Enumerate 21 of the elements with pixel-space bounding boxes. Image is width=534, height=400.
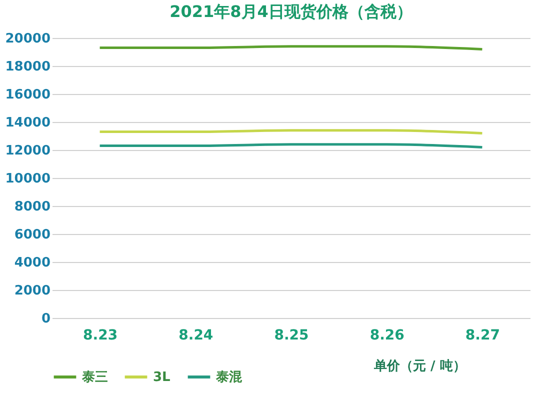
x-tick-label: 8.25 xyxy=(274,328,309,344)
y-tick-label: 18000 xyxy=(5,60,50,74)
legend-label: 泰混 xyxy=(215,370,243,385)
y-tick-label: 4000 xyxy=(14,256,50,270)
text: 单价（元 / 吨） xyxy=(373,358,466,374)
y-tick-label: 16000 xyxy=(5,88,50,102)
legend-label: 泰三 xyxy=(81,370,108,385)
x-tick-label: 8.23 xyxy=(83,328,118,344)
y-tick-label: 0 xyxy=(41,312,50,326)
x-tick-label: 8.27 xyxy=(465,328,500,344)
y-tick-label: 10000 xyxy=(5,172,50,186)
x-tick-label: 8.26 xyxy=(370,328,404,344)
y-tick-label: 20000 xyxy=(5,32,50,46)
chart-title: 2021年8月4日现货价格（含税） xyxy=(170,2,412,21)
x-tick-label: 8.24 xyxy=(178,328,214,344)
y-tick-label: 8000 xyxy=(14,200,50,214)
y-tick-label: 2000 xyxy=(14,284,50,298)
legend-label: 3L xyxy=(153,370,170,385)
y-tick-label: 6000 xyxy=(14,228,50,242)
y-tick-label: 12000 xyxy=(5,144,50,158)
y-tick-label: 14000 xyxy=(5,116,50,130)
